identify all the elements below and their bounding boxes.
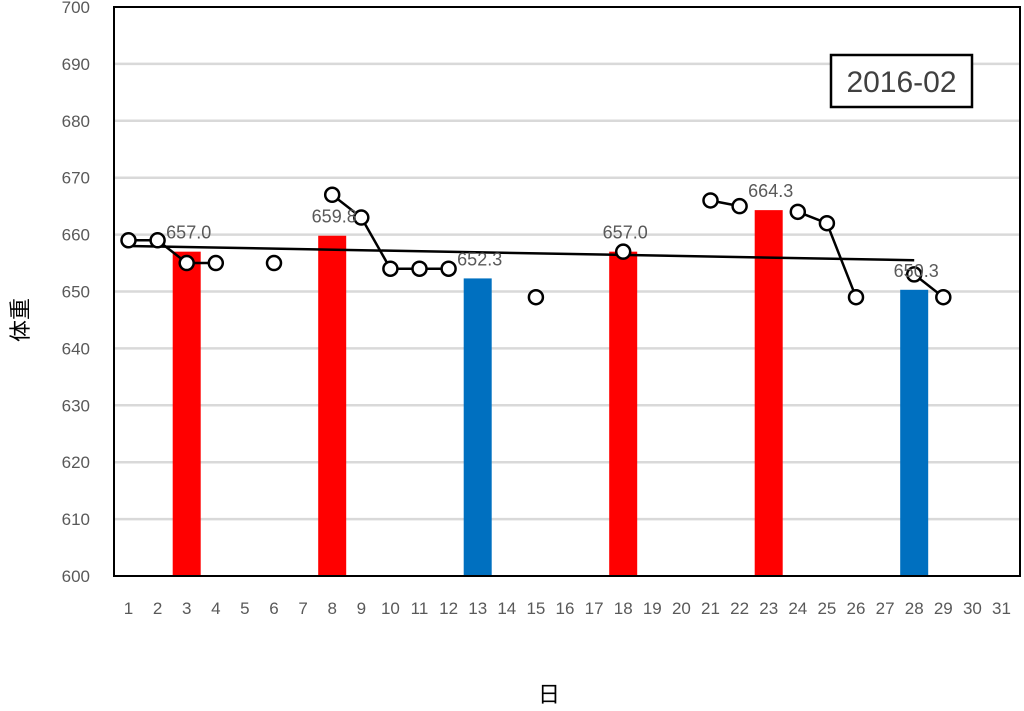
x-tick-label: 27: [876, 599, 895, 618]
x-tick-label: 16: [556, 599, 575, 618]
data-point-marker: [120, 232, 137, 249]
x-tick-label: 6: [269, 599, 278, 618]
bar-data-label: 652.3: [457, 249, 502, 269]
x-tick-label: 8: [327, 599, 336, 618]
x-tick-label: 20: [672, 599, 691, 618]
x-tick-label: 13: [468, 599, 487, 618]
data-point-marker: [905, 266, 923, 283]
y-tick-label: 620: [62, 453, 90, 472]
data-point-marker: [323, 186, 341, 204]
data-point-marker: [382, 260, 399, 277]
data-point-marker: [149, 232, 166, 249]
y-tick-label: 610: [62, 510, 90, 529]
bar: [318, 235, 347, 576]
trendline: [128, 244, 915, 262]
x-tick-label: 29: [934, 599, 953, 618]
y-tick-label: 690: [62, 55, 90, 74]
x-tick-label: 24: [788, 599, 807, 618]
daily-weight-markers: [120, 186, 952, 306]
y-tick-label: 680: [62, 112, 90, 131]
data-point-marker: [935, 288, 952, 306]
y-tick-label: 630: [62, 396, 90, 415]
x-tick-label: 22: [730, 599, 749, 618]
bar: [900, 289, 929, 576]
weight-line-segment: [128, 239, 216, 265]
x-tick-label: 25: [817, 599, 836, 618]
data-point-marker: [207, 254, 225, 272]
y-tick-label: 700: [62, 0, 90, 17]
bar-data-labels: 657.0 659.8 652.3 657.0 664.3 650.3: [166, 181, 939, 281]
data-point-marker: [178, 254, 195, 272]
y-axis-tick-labels: 600 610 620 630 640 650 660 670 680 690 700: [62, 0, 90, 586]
data-point-marker: [818, 214, 836, 232]
x-tick-label: 14: [497, 599, 516, 618]
bar: [463, 278, 492, 576]
bar-data-label: 664.3: [748, 181, 793, 201]
y-tick-label: 670: [62, 169, 90, 188]
bar: [609, 251, 638, 577]
y-tick-label: 600: [62, 567, 90, 586]
x-tick-label: 10: [381, 599, 400, 618]
bar-data-label: 659.8: [312, 207, 357, 227]
x-tick-label: 3: [182, 599, 191, 618]
bar: [754, 210, 783, 576]
x-tick-label: 7: [298, 599, 307, 618]
gridlines: [114, 62, 1020, 521]
chart-title-badge: 2016-02: [829, 53, 974, 109]
data-point-marker: [789, 203, 807, 221]
x-tick-label: 9: [357, 599, 366, 618]
y-tick-label: 640: [62, 339, 90, 358]
data-point-marker: [353, 209, 370, 226]
x-tick-label: 4: [211, 599, 220, 618]
bar: [172, 251, 201, 577]
x-tick-label: 21: [701, 599, 720, 618]
data-point-marker: [847, 288, 865, 306]
plot-area-border: [113, 6, 1021, 577]
y-axis-title: 体重: [9, 298, 34, 342]
bar-data-label: 657.0: [166, 223, 211, 243]
x-tick-label: 30: [963, 599, 982, 618]
x-axis-tick-labels: 1 2 3 4 5 6 7 8 9 10 11 12 13 14 15 16 17 18 19 20 21 22 23 24 2…: [124, 599, 1011, 618]
x-tick-label: 26: [847, 599, 866, 618]
data-point-marker: [702, 192, 719, 209]
x-tick-label: 23: [759, 599, 778, 618]
chart-title-box: [829, 53, 974, 109]
x-tick-label: 1: [124, 599, 133, 618]
x-tick-label: 2: [153, 599, 162, 618]
chart-title: 2016-02: [846, 66, 956, 99]
x-tick-label: 15: [526, 599, 545, 618]
data-point-marker: [265, 254, 283, 272]
x-tick-label: 31: [992, 599, 1011, 618]
x-tick-label: 12: [439, 599, 458, 618]
x-tick-label: 5: [240, 599, 249, 618]
daily-weight-lines: [128, 193, 945, 299]
x-axis-title: 日: [538, 683, 560, 708]
y-tick-label: 660: [62, 226, 90, 245]
x-tick-label: 17: [585, 599, 604, 618]
data-point-marker: [440, 260, 457, 277]
y-tick-label: 650: [62, 283, 90, 302]
x-tick-label: 11: [411, 599, 429, 618]
x-tick-label: 18: [614, 599, 633, 618]
x-tick-label: 19: [643, 599, 662, 618]
bar-series: [172, 210, 929, 577]
bar-data-label: 657.0: [603, 223, 648, 243]
x-tick-label: 28: [905, 599, 924, 618]
data-point-marker: [731, 197, 748, 215]
data-point-marker: [527, 288, 545, 306]
data-point-marker: [614, 243, 632, 260]
trendline-layer: [128, 244, 915, 262]
data-point-marker: [411, 260, 428, 277]
bar-data-label: 650.3: [894, 261, 939, 281]
